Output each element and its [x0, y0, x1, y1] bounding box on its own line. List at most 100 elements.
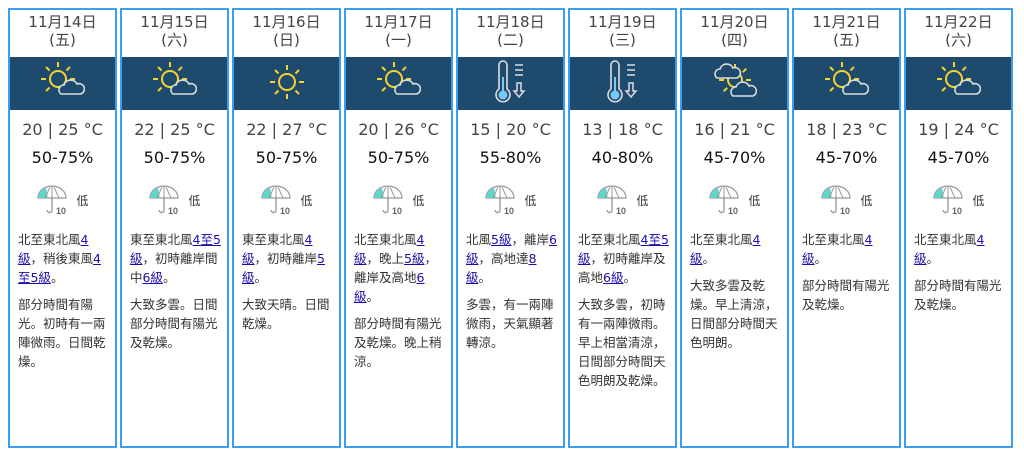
rain-probability: 10 低 [570, 182, 675, 218]
wind-text: 北至東北風 [690, 232, 753, 247]
wind-forecast: 北至東北風4級。 [690, 230, 781, 268]
wind-text: 。 [366, 289, 380, 304]
svg-text:10: 10 [840, 206, 850, 216]
wind-force-link[interactable]: 5級 [404, 251, 425, 266]
weekday-label: (二) [497, 31, 524, 49]
rain-probability-level: 低 [860, 193, 873, 208]
wind-force-link[interactable]: 6級 [466, 232, 557, 266]
humidity-range: 40-80% [591, 148, 654, 167]
wind-text: 。 [478, 270, 492, 285]
wind-text: ，初時離岸及高地 [578, 251, 666, 285]
rain-probability-level: 低 [76, 193, 89, 208]
temperature-range: 20 | 26 °C [358, 120, 439, 139]
wind-force-link[interactable]: 4級 [242, 232, 313, 266]
weekday-label: (四) [721, 31, 748, 49]
svg-text:10: 10 [168, 206, 178, 216]
date-label: 11月16日 [252, 13, 321, 31]
svg-text:10: 10 [280, 206, 290, 216]
rain-probability-level: 低 [748, 193, 761, 208]
weather-icon-band [10, 57, 115, 110]
wind-text: 北至東北風 [578, 232, 641, 247]
wind-force-link[interactable]: 4至5級 [578, 232, 669, 266]
weather-description: 大致天晴。日間乾燥。 [242, 297, 330, 331]
rain-probability: 10 低 [234, 182, 339, 218]
wind-text: 。 [50, 270, 64, 285]
wind-force-link[interactable]: 4至5級 [18, 251, 101, 285]
temperature-range: 13 | 18 °C [582, 120, 663, 139]
weather-description: 大致多雲。日間部分時間有陽光及乾燥。 [130, 297, 218, 350]
wind-text: ，晚上 [366, 251, 405, 266]
temperature-range: 15 | 20 °C [470, 120, 551, 139]
wind-force-link[interactable]: 4級 [914, 232, 985, 266]
weather-icon-band [458, 57, 563, 110]
wind-forecast: 北至東北風4級。 [802, 230, 893, 268]
date-label: 11月14日 [28, 13, 97, 31]
wind-force-link[interactable]: 4級 [802, 232, 873, 266]
wind-force-link[interactable]: 8級 [466, 251, 537, 285]
umbrella-icon: 10 [261, 185, 292, 216]
wind-text: ，初時離岸間中 [130, 251, 218, 285]
umbrella-icon: 10 [821, 185, 852, 216]
wind-text: ，稍後東風 [30, 251, 94, 266]
weather-icon-band [234, 57, 339, 110]
wind-text: ，初時離岸 [254, 251, 318, 266]
rain-probability: 10 低 [906, 182, 1011, 218]
weather-icon-band [346, 57, 451, 110]
wind-force-link[interactable]: 4至5級 [130, 232, 221, 266]
wind-text: 。 [926, 251, 940, 266]
svg-text:10: 10 [616, 206, 626, 216]
umbrella-icon: 10 [597, 185, 628, 216]
temperature-range: 22 | 27 °C [246, 120, 327, 139]
humidity-range: 55-80% [479, 148, 542, 167]
umbrella-icon: 10 [933, 185, 964, 216]
sunny-periods-cloud-icon [936, 61, 981, 106]
rain-probability-level: 低 [972, 193, 985, 208]
wind-text: 北至東北風 [802, 232, 865, 247]
wind-forecast: 北風5級，離岸6級，高地達8級。 [466, 230, 557, 287]
wind-force-link[interactable]: 5級 [491, 232, 512, 247]
wind-text: ，離岸 [511, 232, 549, 247]
wind-force-link[interactable]: 4級 [690, 232, 761, 266]
wind-force-link[interactable]: 4級 [18, 232, 89, 266]
weather-description: 部分時間有陽光。初時有一兩陣微雨。日間乾燥。 [18, 297, 106, 369]
rain-probability-level: 低 [300, 193, 313, 208]
forecast-date: 11月21日 (五) [794, 10, 899, 57]
wind-text: ，高地達 [478, 251, 529, 266]
weather-description: 大致多雲，初時有一兩陣微雨。早上相當清涼，日間部分時間天色明朗及乾燥。 [578, 297, 666, 388]
wind-force-link[interactable]: 4級 [354, 232, 425, 266]
weekday-label: (六) [161, 31, 188, 49]
svg-text:10: 10 [728, 206, 738, 216]
wind-text: 。 [814, 251, 828, 266]
weekday-label: (一) [385, 31, 412, 49]
umbrella-icon: 10 [149, 185, 180, 216]
wind-force-link[interactable]: 6級 [603, 270, 624, 285]
day-forecast-card: 11月14日 (五) 20 | 25 °C 50-75% 10 低 北至東北風4級，… [8, 8, 117, 448]
date-label: 11月21日 [812, 13, 881, 31]
forecast-date: 11月19日 (三) [570, 10, 675, 57]
weather-description: 部分時間有陽光及乾燥。晚上稍涼。 [354, 316, 442, 369]
wind-text: 。 [162, 270, 176, 285]
rain-probability: 10 低 [10, 182, 115, 218]
wind-text: 。 [702, 251, 716, 266]
wind-forecast: 北至東北風4至5級，初時離岸及高地6級。 [578, 230, 669, 287]
wind-force-link[interactable]: 6級 [354, 270, 425, 304]
rain-probability-level: 低 [636, 193, 649, 208]
svg-text:10: 10 [392, 206, 402, 216]
wind-forecast: 東至東北風4級，初時離岸5級。 [242, 230, 333, 287]
humidity-range: 50-75% [31, 148, 94, 167]
date-label: 11月18日 [476, 13, 545, 31]
weather-icon-band [570, 57, 675, 110]
weekday-label: (三) [609, 31, 636, 49]
rain-probability-level: 低 [412, 193, 425, 208]
wind-force-link[interactable]: 6級 [142, 270, 163, 285]
weather-icon-band [682, 57, 787, 110]
humidity-range: 45-70% [815, 148, 878, 167]
nine-day-forecast: 11月14日 (五) 20 | 25 °C 50-75% 10 低 北至東北風4級，… [8, 8, 1013, 448]
forecast-date: 11月18日 (二) [458, 10, 563, 57]
day-forecast-card: 11月18日 (二) 15 | 20 °C 55-80% 10 低 北風5級，離岸6… [456, 8, 565, 448]
mainly-cloudy-sun-icon [713, 60, 757, 108]
wind-text: 北至東北風 [914, 232, 977, 247]
day-forecast-card: 11月20日 (四) 16 | 21 °C 45-70% 10 低 北至東北風4級。… [680, 8, 789, 448]
wind-force-link[interactable]: 5級 [242, 251, 325, 285]
temperature-range: 16 | 21 °C [694, 120, 775, 139]
